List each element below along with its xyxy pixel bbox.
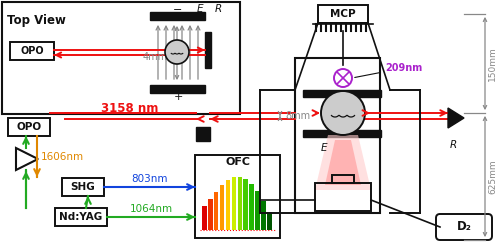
Circle shape <box>165 40 189 64</box>
Bar <box>303 130 381 137</box>
Text: −: − <box>174 5 182 15</box>
Bar <box>232 177 236 230</box>
Text: 1606nm: 1606nm <box>41 152 84 162</box>
Text: SHG: SHG <box>70 182 96 192</box>
Text: 625mm: 625mm <box>488 159 497 194</box>
Bar <box>55 208 107 226</box>
Bar <box>202 206 206 230</box>
Polygon shape <box>315 135 371 190</box>
Bar <box>195 155 280 238</box>
Polygon shape <box>448 108 464 128</box>
Polygon shape <box>325 140 361 185</box>
Bar <box>220 185 224 230</box>
Text: 4mm: 4mm <box>142 52 168 62</box>
FancyBboxPatch shape <box>436 214 492 240</box>
Bar <box>267 212 272 230</box>
Text: E: E <box>321 143 328 153</box>
Bar <box>208 199 212 230</box>
Bar <box>10 42 54 60</box>
Bar <box>62 178 104 196</box>
Bar <box>150 85 205 93</box>
Bar <box>295 58 380 213</box>
Polygon shape <box>16 148 38 170</box>
Text: 1064nm: 1064nm <box>130 204 172 214</box>
Text: Top View: Top View <box>7 14 66 27</box>
Bar <box>214 192 218 230</box>
Text: Nd:YAG: Nd:YAG <box>60 212 102 222</box>
Text: OPO: OPO <box>16 122 42 132</box>
Text: MCP: MCP <box>330 9 356 19</box>
Text: D₂: D₂ <box>456 220 471 234</box>
Bar <box>196 127 210 141</box>
Text: 209nm: 209nm <box>354 63 422 78</box>
Bar <box>238 176 242 230</box>
Text: 150mm: 150mm <box>488 46 497 81</box>
Bar <box>318 5 368 23</box>
Bar <box>205 32 211 68</box>
Bar <box>315 183 371 211</box>
Circle shape <box>321 91 365 135</box>
Text: R: R <box>214 4 222 14</box>
Bar <box>303 90 381 97</box>
Text: 3158 nm: 3158 nm <box>102 102 158 114</box>
Bar <box>150 12 205 20</box>
Bar <box>256 192 260 230</box>
Bar <box>332 175 354 183</box>
Circle shape <box>334 69 352 87</box>
Bar <box>2 2 240 114</box>
Bar <box>250 184 254 230</box>
Bar <box>8 118 50 136</box>
Text: OPO: OPO <box>20 46 44 56</box>
Text: 803nm: 803nm <box>131 174 168 184</box>
Text: R: R <box>450 140 456 150</box>
Bar <box>226 180 230 230</box>
Bar <box>244 179 248 230</box>
Text: E: E <box>197 4 203 14</box>
Bar <box>261 201 266 230</box>
Text: +: + <box>174 92 182 102</box>
Text: OFC: OFC <box>225 157 250 167</box>
Text: 8mm: 8mm <box>285 111 310 121</box>
